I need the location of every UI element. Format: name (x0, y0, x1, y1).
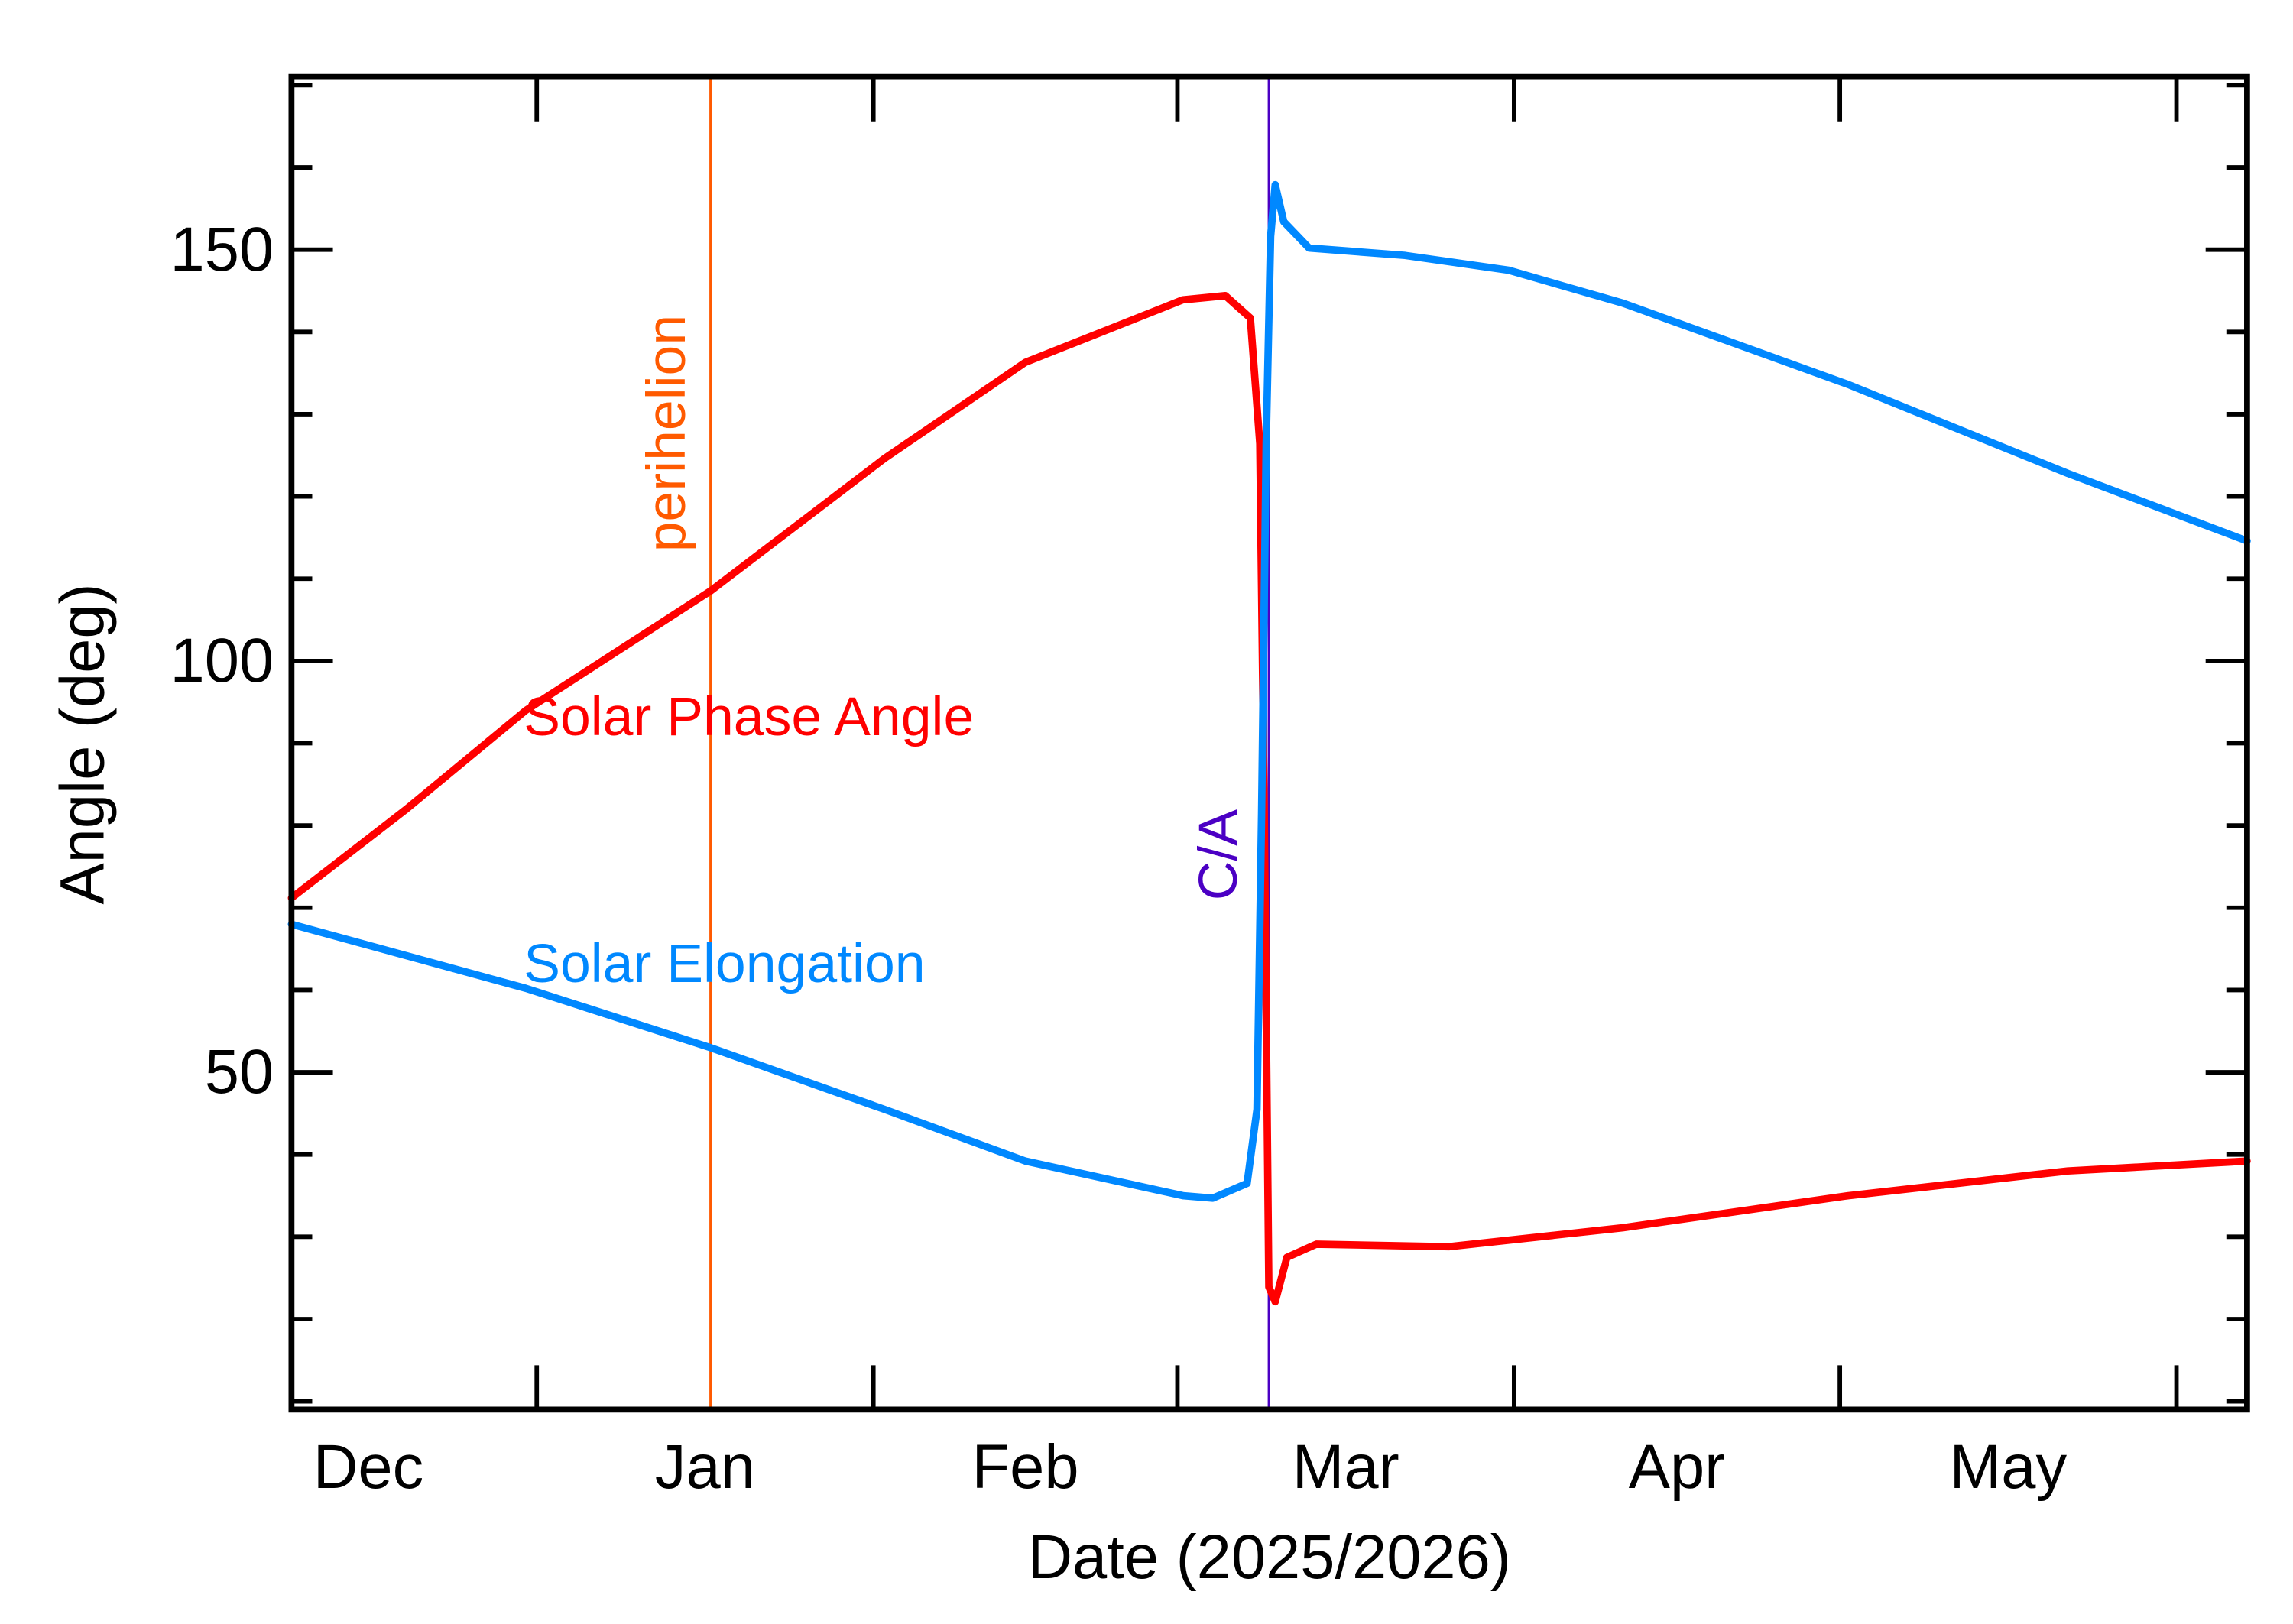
series-lines (287, 180, 2251, 1306)
x-tick-label: May (1950, 1432, 2068, 1502)
plot-frame (288, 73, 2250, 1413)
series-line-elongation (287, 180, 2251, 1202)
x-tick-label: Jan (655, 1432, 755, 1502)
x-tick-label: Apr (1629, 1432, 1725, 1502)
ca-label: C/A (1188, 809, 1249, 901)
y-axis-title: Angle (deg) (48, 583, 118, 904)
x-tick-labels: Dec Jan Feb Mar Apr May (313, 1432, 2068, 1502)
axis-ticks (291, 76, 2247, 1410)
y-tick-label: 150 (170, 215, 274, 284)
y-tick-label: 50 (205, 1037, 274, 1107)
y-tick-labels: 50 100 150 (170, 215, 274, 1107)
series-label-phase: Solar Phase Angle (524, 686, 974, 747)
series-label-elongation: Solar Elongation (524, 933, 925, 994)
x-tick-label: Mar (1292, 1432, 1399, 1502)
x-axis-title: Date (2025/2026) (1027, 1522, 1511, 1592)
x-tick-label: Dec (313, 1432, 424, 1502)
x-tick-label: Feb (972, 1432, 1079, 1502)
y-tick-label: 100 (170, 626, 274, 695)
perihelion-label: perihelion (636, 315, 697, 552)
